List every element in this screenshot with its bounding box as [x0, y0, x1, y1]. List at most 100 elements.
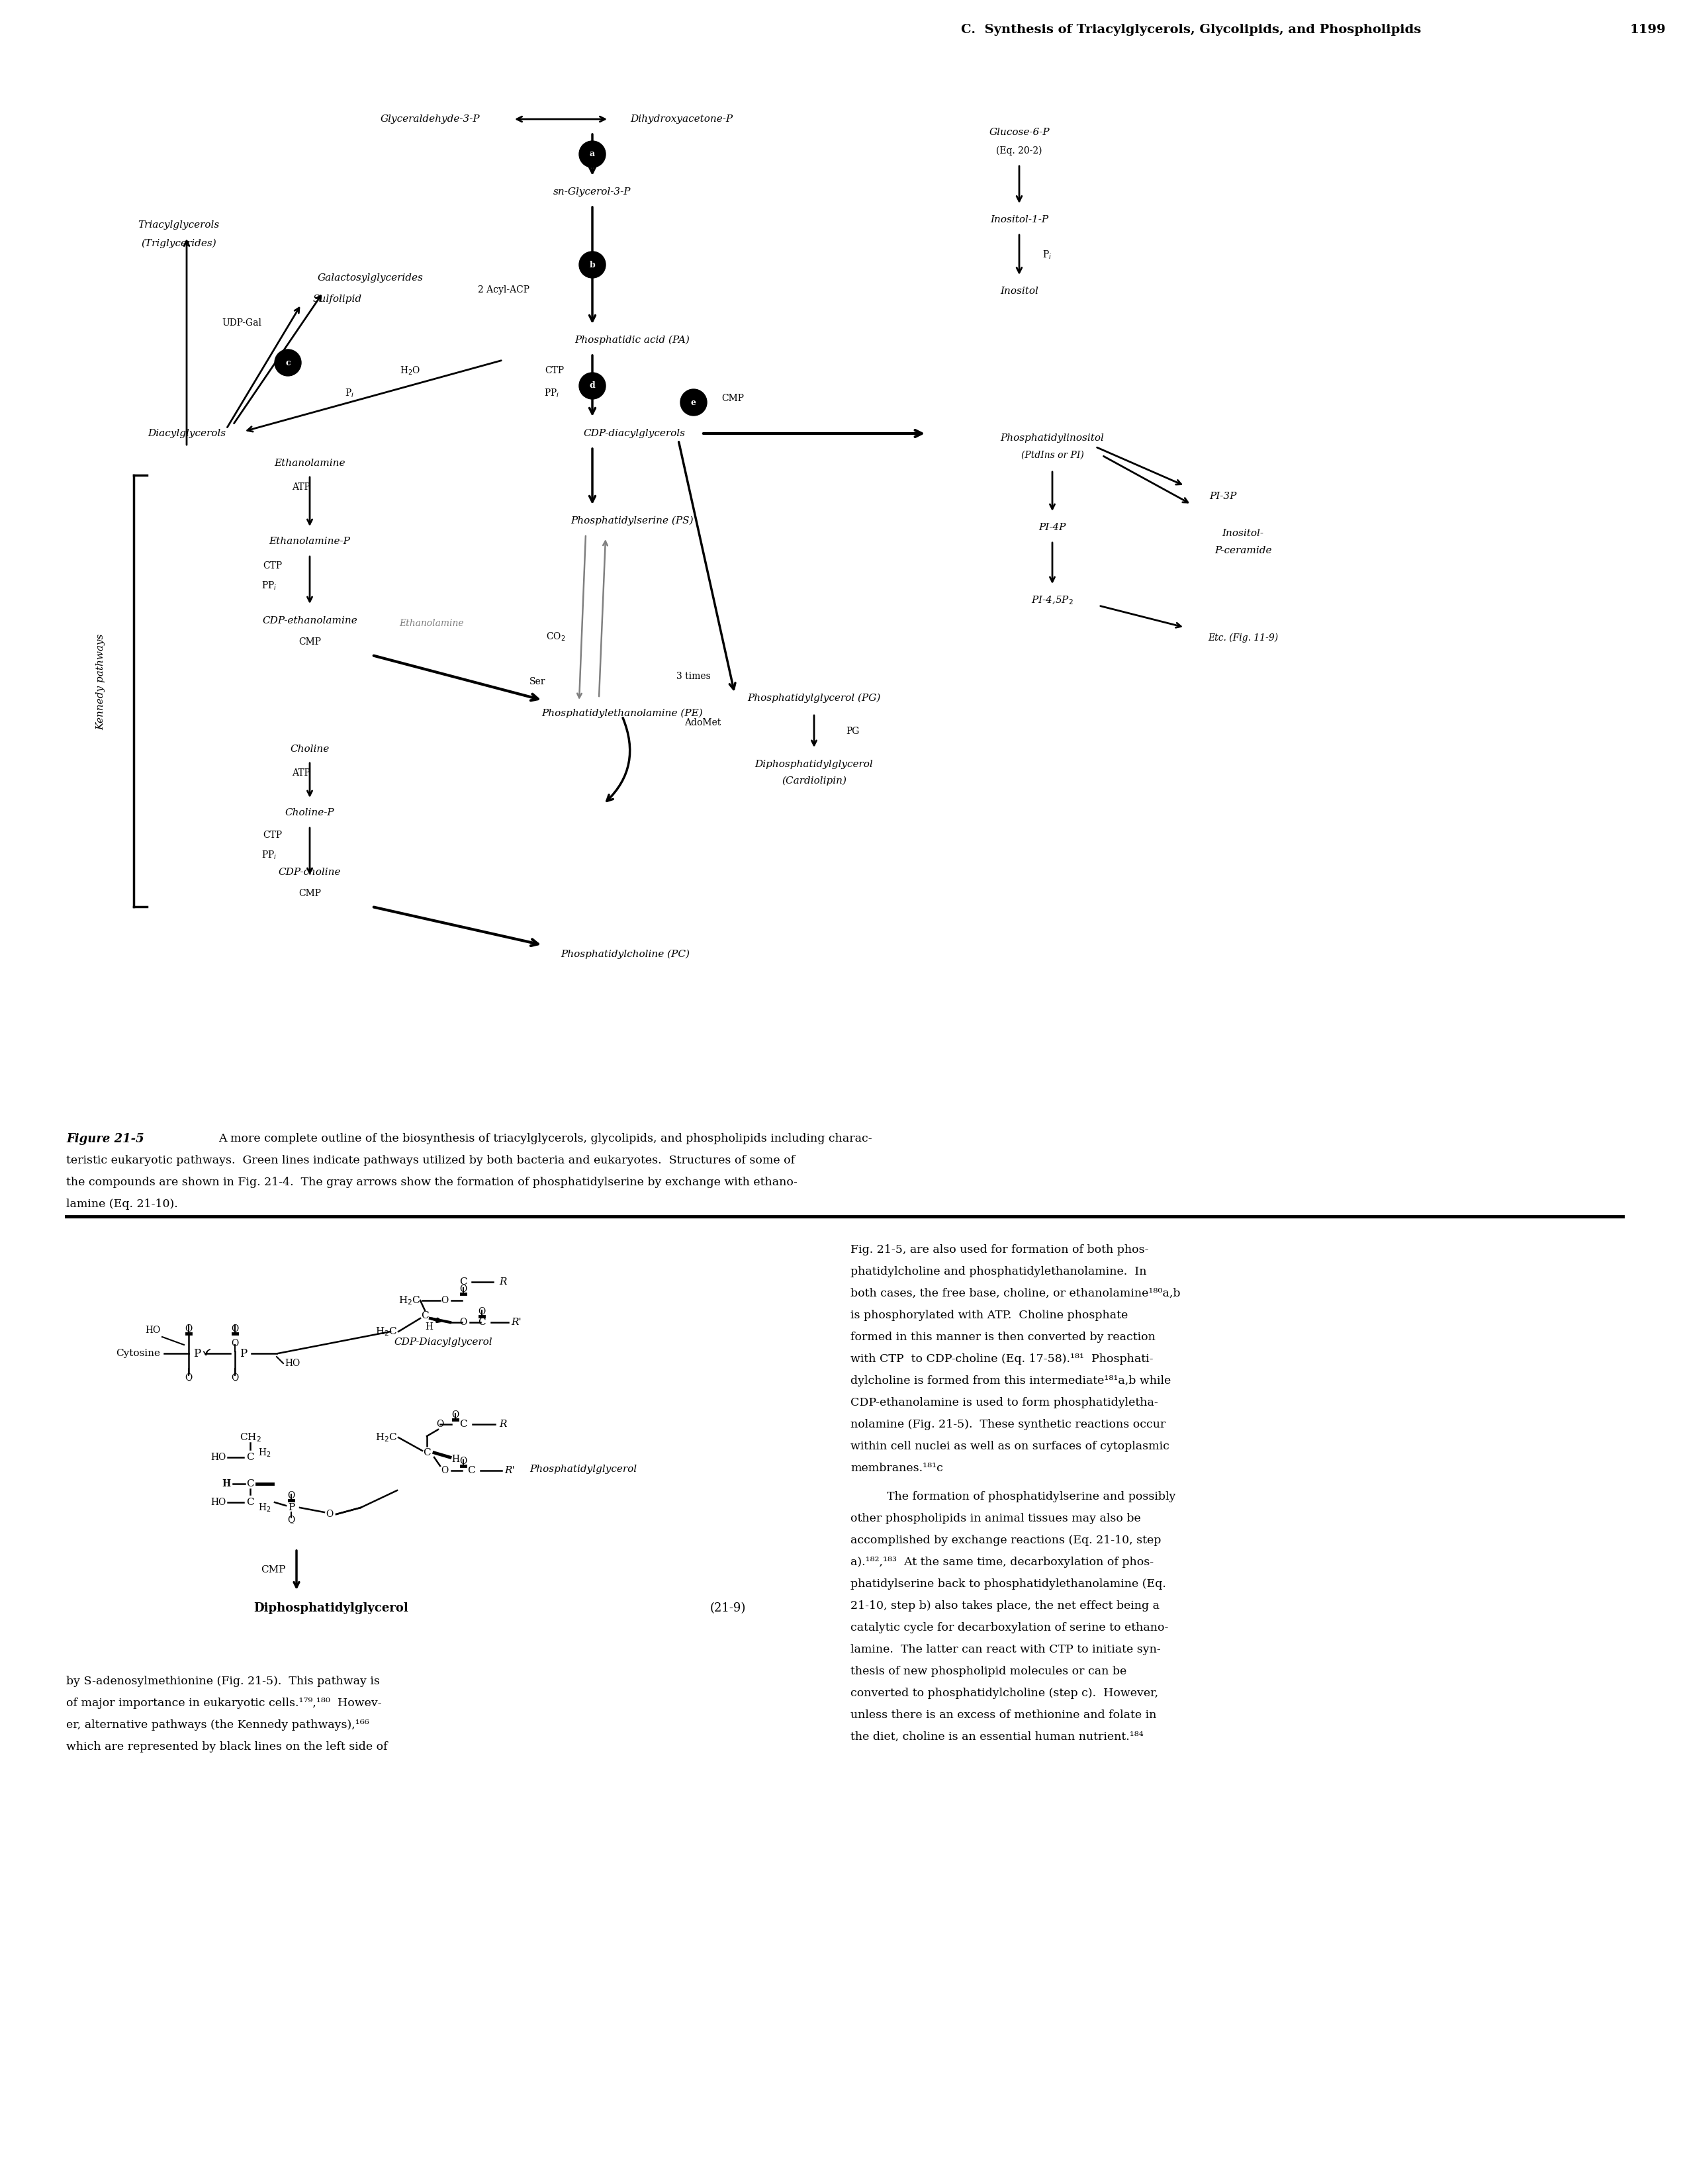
Text: formed in this manner is then converted by reaction: formed in this manner is then converted …: [851, 1332, 1155, 1343]
Text: Galactosylglycerides: Galactosylglycerides: [318, 273, 424, 282]
Text: CDP-ethanolamine is used to form phosphatidyletha-: CDP-ethanolamine is used to form phospha…: [851, 1398, 1159, 1409]
Circle shape: [275, 349, 301, 376]
FancyArrowPatch shape: [204, 1350, 209, 1354]
Text: O: O: [459, 1284, 466, 1293]
Text: (Eq. 20-2): (Eq. 20-2): [997, 146, 1042, 155]
Text: ⁻: ⁻: [233, 1378, 236, 1387]
Text: CMP: CMP: [262, 1566, 285, 1575]
Text: Ethanolamine: Ethanolamine: [399, 618, 464, 629]
Text: R': R': [505, 1465, 515, 1474]
Text: membranes.¹⁸¹c: membranes.¹⁸¹c: [851, 1463, 942, 1474]
Text: P-ceramide: P-ceramide: [1214, 546, 1272, 555]
Text: H$_2$: H$_2$: [258, 1503, 270, 1514]
Text: O: O: [326, 1509, 333, 1518]
Text: C: C: [421, 1310, 429, 1321]
Text: Ethanolamine: Ethanolamine: [274, 459, 345, 467]
Text: O: O: [231, 1339, 238, 1348]
Text: is phosphorylated with ATP.  Choline phosphate: is phosphorylated with ATP. Choline phos…: [851, 1310, 1128, 1321]
Text: e: e: [691, 397, 696, 406]
Text: Phosphatidylserine (PS): Phosphatidylserine (PS): [571, 515, 694, 526]
Text: Phosphatidylcholine (PC): Phosphatidylcholine (PC): [561, 950, 691, 959]
Text: Phosphatidylglycerol: Phosphatidylglycerol: [529, 1465, 637, 1474]
Text: phatidylserine back to phosphatidylethanolamine (Eq.: phatidylserine back to phosphatidylethan…: [851, 1579, 1165, 1590]
Text: CDP-diacylglycerols: CDP-diacylglycerols: [583, 428, 686, 439]
Text: H: H: [221, 1479, 231, 1489]
Text: with CTP  to CDP-choline (Eq. 17-58).¹⁸¹  Phosphati-: with CTP to CDP-choline (Eq. 17-58).¹⁸¹ …: [851, 1354, 1154, 1365]
Text: PI-4P: PI-4P: [1039, 522, 1066, 533]
Text: thesis of new phospholipid molecules or can be: thesis of new phospholipid molecules or …: [851, 1666, 1127, 1677]
Text: O: O: [184, 1324, 193, 1334]
Text: UDP-Gal: UDP-Gal: [221, 319, 262, 328]
Text: Inositol: Inositol: [1000, 286, 1039, 295]
Text: Fig. 21-5, are also used for formation of both phos-: Fig. 21-5, are also used for formation o…: [851, 1245, 1149, 1256]
Text: H$_2$O: H$_2$O: [400, 365, 421, 376]
Text: P$_i$: P$_i$: [1042, 249, 1052, 260]
Text: C: C: [247, 1479, 253, 1489]
Text: HO: HO: [211, 1498, 226, 1507]
Text: H$_2$C: H$_2$C: [375, 1433, 397, 1444]
Text: H$_2$C: H$_2$C: [399, 1295, 421, 1306]
Text: other phospholipids in animal tissues may also be: other phospholipids in animal tissues ma…: [851, 1514, 1140, 1524]
Text: CTP: CTP: [263, 561, 282, 570]
Text: CH$_2$: CH$_2$: [240, 1433, 262, 1444]
Text: Phosphatidic acid (PA): Phosphatidic acid (PA): [574, 336, 689, 345]
Text: AdoMet: AdoMet: [684, 719, 721, 727]
Text: HO: HO: [284, 1358, 301, 1367]
Text: lamine (Eq. 21-10).: lamine (Eq. 21-10).: [66, 1199, 177, 1210]
Text: 2 Acyl-ACP: 2 Acyl-ACP: [478, 286, 529, 295]
Text: PP$_i$: PP$_i$: [544, 387, 559, 400]
Text: ⁻: ⁻: [186, 1378, 191, 1387]
Text: phatidylcholine and phosphatidylethanolamine.  In: phatidylcholine and phosphatidylethanola…: [851, 1267, 1147, 1278]
Circle shape: [579, 373, 606, 400]
Text: CMP: CMP: [299, 638, 321, 646]
Text: C: C: [459, 1420, 468, 1428]
Text: R: R: [500, 1278, 507, 1286]
Text: nolamine (Fig. 21-5).  These synthetic reactions occur: nolamine (Fig. 21-5). These synthetic re…: [851, 1420, 1165, 1431]
Text: Diphosphatidylglycerol: Diphosphatidylglycerol: [755, 760, 873, 769]
Text: C: C: [468, 1465, 475, 1474]
Text: Choline: Choline: [291, 745, 329, 753]
Text: C: C: [459, 1278, 468, 1286]
Text: H: H: [426, 1321, 432, 1332]
Text: The formation of phosphatidylserine and possibly: The formation of phosphatidylserine and …: [887, 1492, 1176, 1503]
Text: HO: HO: [145, 1326, 160, 1334]
Text: Glyceraldehyde-3-P: Glyceraldehyde-3-P: [380, 114, 480, 124]
Text: the compounds are shown in Fig. 21-4.  The gray arrows show the formation of pho: the compounds are shown in Fig. 21-4. Th…: [66, 1177, 797, 1188]
Text: O: O: [287, 1492, 296, 1500]
Text: Cytosine: Cytosine: [117, 1350, 160, 1358]
Text: c: c: [285, 358, 291, 367]
Text: Diacylglycerols: Diacylglycerols: [147, 428, 226, 439]
Text: O: O: [459, 1457, 466, 1465]
Text: C: C: [247, 1452, 253, 1461]
Text: Inositol-: Inositol-: [1223, 529, 1263, 537]
Text: CTP: CTP: [544, 367, 564, 376]
Text: er, alternative pathways (the Kennedy pathways),¹⁶⁶: er, alternative pathways (the Kennedy pa…: [66, 1719, 370, 1730]
Text: lamine.  The latter can react with CTP to initiate syn-: lamine. The latter can react with CTP to…: [851, 1645, 1160, 1655]
Circle shape: [681, 389, 706, 415]
Text: O: O: [441, 1295, 449, 1306]
Text: R': R': [512, 1317, 522, 1328]
Text: CO$_2$: CO$_2$: [546, 631, 566, 642]
Text: (Triglycerides): (Triglycerides): [142, 238, 216, 249]
Text: C: C: [478, 1317, 486, 1328]
Text: P: P: [194, 1348, 201, 1358]
Text: O: O: [436, 1420, 444, 1428]
Text: 3 times: 3 times: [677, 673, 711, 681]
Text: P: P: [240, 1348, 247, 1358]
Text: PI-4,5P$_2$: PI-4,5P$_2$: [1030, 594, 1074, 607]
Text: by S-adenosylmethionine (Fig. 21-5).  This pathway is: by S-adenosylmethionine (Fig. 21-5). Thi…: [66, 1675, 380, 1686]
Text: Inositol-1-P: Inositol-1-P: [990, 214, 1049, 225]
Text: O: O: [478, 1306, 485, 1317]
Text: Phosphatidylinositol: Phosphatidylinositol: [1000, 432, 1105, 443]
Text: of major importance in eukaryotic cells.¹⁷⁹,¹⁸⁰  Howev-: of major importance in eukaryotic cells.…: [66, 1697, 382, 1708]
Text: Phosphatidylethanolamine (PE): Phosphatidylethanolamine (PE): [542, 708, 703, 719]
Text: Sulfolipid: Sulfolipid: [312, 295, 361, 304]
Text: C: C: [247, 1498, 253, 1507]
Text: PP$_i$: PP$_i$: [262, 850, 277, 860]
Text: HO: HO: [211, 1452, 226, 1461]
Text: the diet, choline is an essential human nutrient.¹⁸⁴: the diet, choline is an essential human …: [851, 1732, 1143, 1743]
Text: O: O: [184, 1374, 193, 1382]
Text: O: O: [459, 1317, 466, 1328]
Text: 1199: 1199: [1630, 24, 1665, 35]
Text: within cell nuclei as well as on surfaces of cytoplasmic: within cell nuclei as well as on surface…: [851, 1441, 1169, 1452]
